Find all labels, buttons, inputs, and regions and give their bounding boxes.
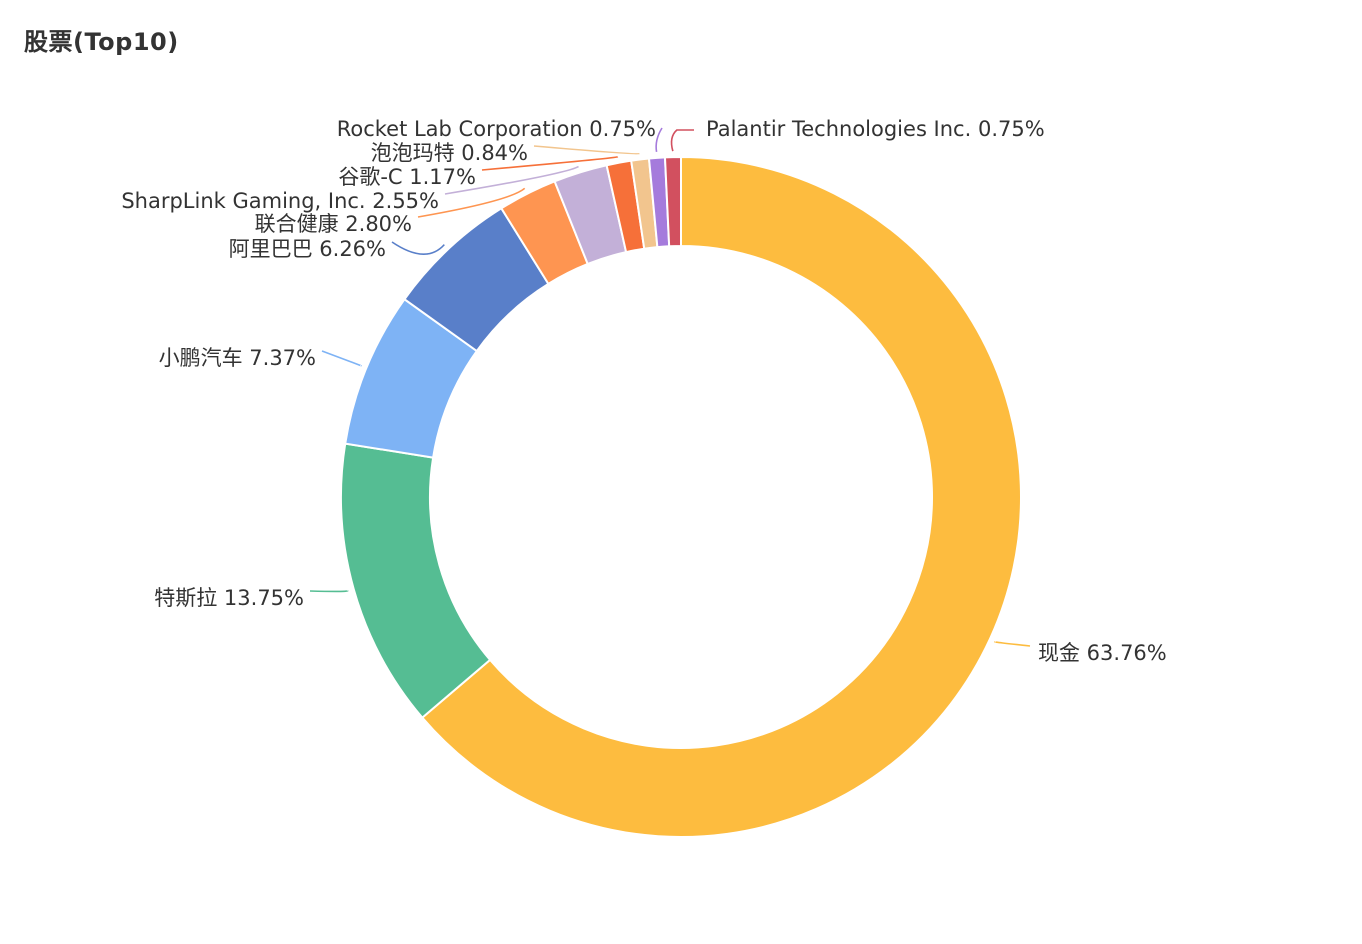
leader-line-4 xyxy=(417,187,526,218)
slice-label-2: 小鹏汽车 7.37% xyxy=(159,346,316,370)
leader-line-1 xyxy=(309,589,349,593)
slice-label-4: 联合健康 2.80% xyxy=(255,212,412,236)
leader-line-8 xyxy=(655,127,663,152)
slices-group xyxy=(340,155,1022,838)
slice-label-6: 谷歌-C 1.17% xyxy=(338,165,476,189)
slice-label-0: 现金 63.76% xyxy=(1038,641,1167,665)
slice-1[interactable] xyxy=(340,442,492,720)
slice-0[interactable] xyxy=(420,155,1022,838)
slice-label-1: 特斯拉 13.75% xyxy=(154,586,304,610)
leader-line-9 xyxy=(670,129,694,152)
leader-line-5 xyxy=(444,165,579,195)
chart-title: 股票(Top10) xyxy=(24,28,179,56)
leader-line-3 xyxy=(391,241,445,255)
leader-line-0 xyxy=(994,641,1031,647)
labels-group: 现金 63.76% 特斯拉 13.75% 小鹏汽车 7.37% 阿里巴巴 6.26%联… xyxy=(121,117,1166,665)
slice-label-9: Palantir Technologies Inc. 0.75% xyxy=(706,117,1045,141)
slice-label-3: 阿里巴巴 6.26% xyxy=(229,237,386,261)
slice-9[interactable] xyxy=(663,155,682,248)
slice-label-7: 泡泡玛特 0.84% xyxy=(371,141,528,165)
leader-line-7 xyxy=(533,145,641,155)
slice-label-8: Rocket Lab Corporation 0.75% xyxy=(337,117,656,141)
slice-label-5: SharpLink Gaming, Inc. 2.55% xyxy=(121,189,439,213)
leader-line-6 xyxy=(481,156,619,171)
leader-line-2 xyxy=(321,350,362,367)
